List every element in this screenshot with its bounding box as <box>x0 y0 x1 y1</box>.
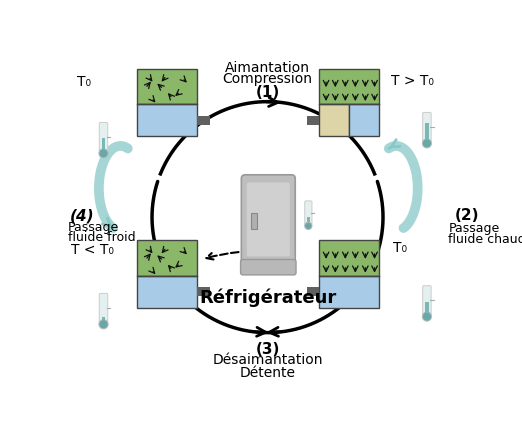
FancyBboxPatch shape <box>241 259 296 275</box>
Bar <box>197 116 210 125</box>
Text: Réfrigérateur: Réfrigérateur <box>199 289 336 307</box>
Bar <box>425 123 429 139</box>
Text: Désaimantation: Désaimantation <box>212 353 323 368</box>
Bar <box>137 68 197 104</box>
Bar <box>319 240 379 276</box>
FancyBboxPatch shape <box>99 293 108 322</box>
Bar <box>307 116 319 125</box>
Bar <box>349 104 379 136</box>
Text: Passage: Passage <box>448 222 500 235</box>
Bar <box>137 276 197 308</box>
Circle shape <box>422 139 432 148</box>
FancyBboxPatch shape <box>423 112 431 142</box>
Text: Aimantation: Aimantation <box>225 61 310 75</box>
Bar <box>319 104 349 136</box>
Bar <box>307 217 310 222</box>
Text: fluide froid: fluide froid <box>68 231 136 244</box>
Text: T > T₀: T > T₀ <box>392 74 434 88</box>
Bar <box>252 213 257 229</box>
Text: T < T₀: T < T₀ <box>71 243 114 257</box>
Bar <box>137 240 197 276</box>
Bar <box>425 301 429 313</box>
Bar <box>102 138 105 149</box>
Bar <box>319 68 379 104</box>
Circle shape <box>305 222 312 230</box>
Text: Détente: Détente <box>240 366 295 380</box>
Text: fluide chaud: fluide chaud <box>448 233 522 246</box>
Bar <box>307 287 319 296</box>
FancyBboxPatch shape <box>247 182 290 256</box>
FancyBboxPatch shape <box>305 201 312 225</box>
Bar <box>137 104 197 136</box>
Bar <box>102 316 105 320</box>
Bar <box>319 276 379 308</box>
Text: Compression: Compression <box>222 72 313 86</box>
FancyBboxPatch shape <box>423 286 431 315</box>
Text: (1): (1) <box>255 86 280 101</box>
Bar <box>197 287 210 296</box>
Text: (3): (3) <box>255 342 280 357</box>
Text: T₀: T₀ <box>77 75 91 89</box>
FancyBboxPatch shape <box>241 175 295 267</box>
Text: (2): (2) <box>455 208 479 223</box>
Text: (4): (4) <box>69 208 94 223</box>
FancyBboxPatch shape <box>99 123 108 152</box>
Circle shape <box>99 149 108 158</box>
Text: T₀: T₀ <box>393 241 407 255</box>
Text: Passage: Passage <box>68 221 120 233</box>
Circle shape <box>99 319 108 329</box>
Circle shape <box>422 312 432 321</box>
